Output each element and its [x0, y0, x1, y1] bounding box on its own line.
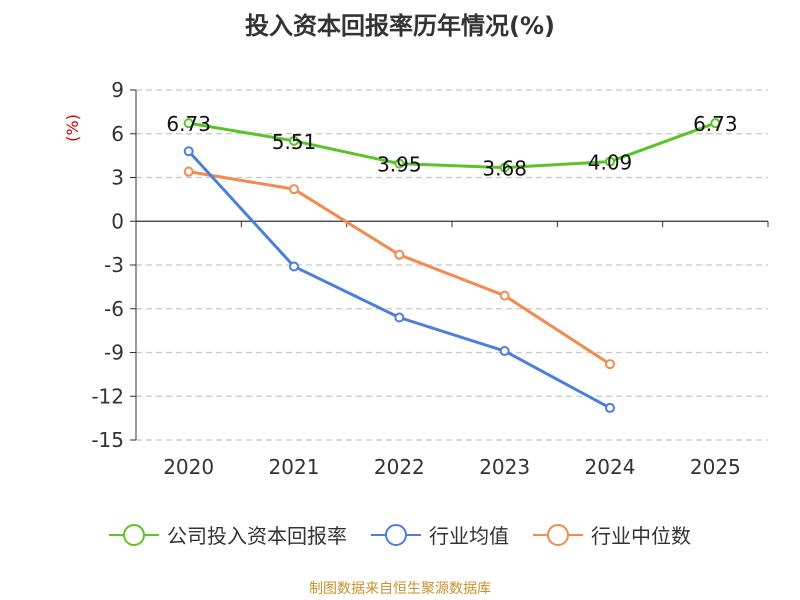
data-point — [605, 402, 615, 413]
data-point — [289, 184, 299, 195]
data-point — [499, 162, 510, 173]
y-tick-label: 6 — [111, 122, 124, 146]
x-tick-label: 2025 — [690, 455, 741, 479]
chart-title: 投入资本回报率历年情况(%) — [245, 12, 555, 40]
data-point — [289, 135, 299, 146]
data-point — [710, 118, 721, 129]
y-tick-label: -6 — [104, 297, 124, 321]
series-line — [187, 150, 611, 410]
legend-label: 行业均值 — [429, 524, 509, 548]
legend-label: 公司投入资本回报率 — [167, 524, 347, 548]
data-point — [605, 156, 615, 167]
x-tick-label: 2022 — [374, 455, 425, 479]
legend-item[interactable]: 行业均值 — [371, 520, 509, 549]
y-tick-label: 3 — [111, 166, 124, 190]
series-line — [188, 121, 716, 170]
y-tick-label: -3 — [104, 253, 124, 277]
data-point — [605, 359, 615, 370]
data-label: 6.73 — [166, 112, 211, 136]
x-tick-label: 2021 — [269, 455, 320, 479]
series-line — [188, 170, 611, 366]
data-point — [394, 158, 405, 169]
data-point — [394, 249, 405, 260]
legend-swatch — [109, 523, 159, 546]
data-point — [183, 166, 194, 177]
legend-item[interactable]: 行业中位数 — [533, 520, 691, 549]
source-note: 制图数据来自恒生聚源数据库 — [309, 581, 491, 597]
data-point — [499, 346, 510, 357]
legend-swatch — [533, 523, 583, 546]
x-tick-label: 2020 — [163, 455, 214, 479]
x-tick-label: 2024 — [585, 455, 636, 479]
axes: 9 6 3 0 -3 -6 -9 -12 -15 2020 2021 2022 2023 2024 2025 — [91, 78, 769, 479]
y-tick-label: -15 — [91, 428, 124, 452]
legend-item[interactable]: 公司投入资本回报率 — [109, 520, 347, 549]
y-tick-label: 0 — [111, 209, 124, 233]
y-tick-label: 9 — [111, 78, 124, 102]
data-label: 3.95 — [377, 153, 422, 177]
data-label: 4.09 — [588, 151, 633, 175]
legend-swatch — [371, 523, 421, 546]
y-tick-label: -9 — [104, 341, 124, 365]
data-point — [499, 290, 510, 301]
y-tick-label: -12 — [91, 384, 124, 408]
data-point — [183, 146, 194, 157]
grid-lines — [136, 89, 768, 441]
series — [183, 118, 721, 413]
x-tick-label: 2023 — [479, 455, 530, 479]
data-label: 5.51 — [272, 130, 317, 154]
legend: 公司投入资本回报率 行业均值 行业中位数 — [0, 520, 800, 549]
data-labels: 6.73 5.51 3.95 3.68 4.09 6.73 — [166, 112, 737, 180]
data-label: 6.73 — [693, 112, 738, 136]
y-axis-label: (%) — [63, 114, 82, 142]
data-point — [394, 312, 405, 323]
data-point — [183, 118, 194, 129]
legend-label: 行业中位数 — [591, 524, 691, 548]
data-point — [289, 261, 299, 272]
data-label: 3.68 — [482, 157, 527, 181]
